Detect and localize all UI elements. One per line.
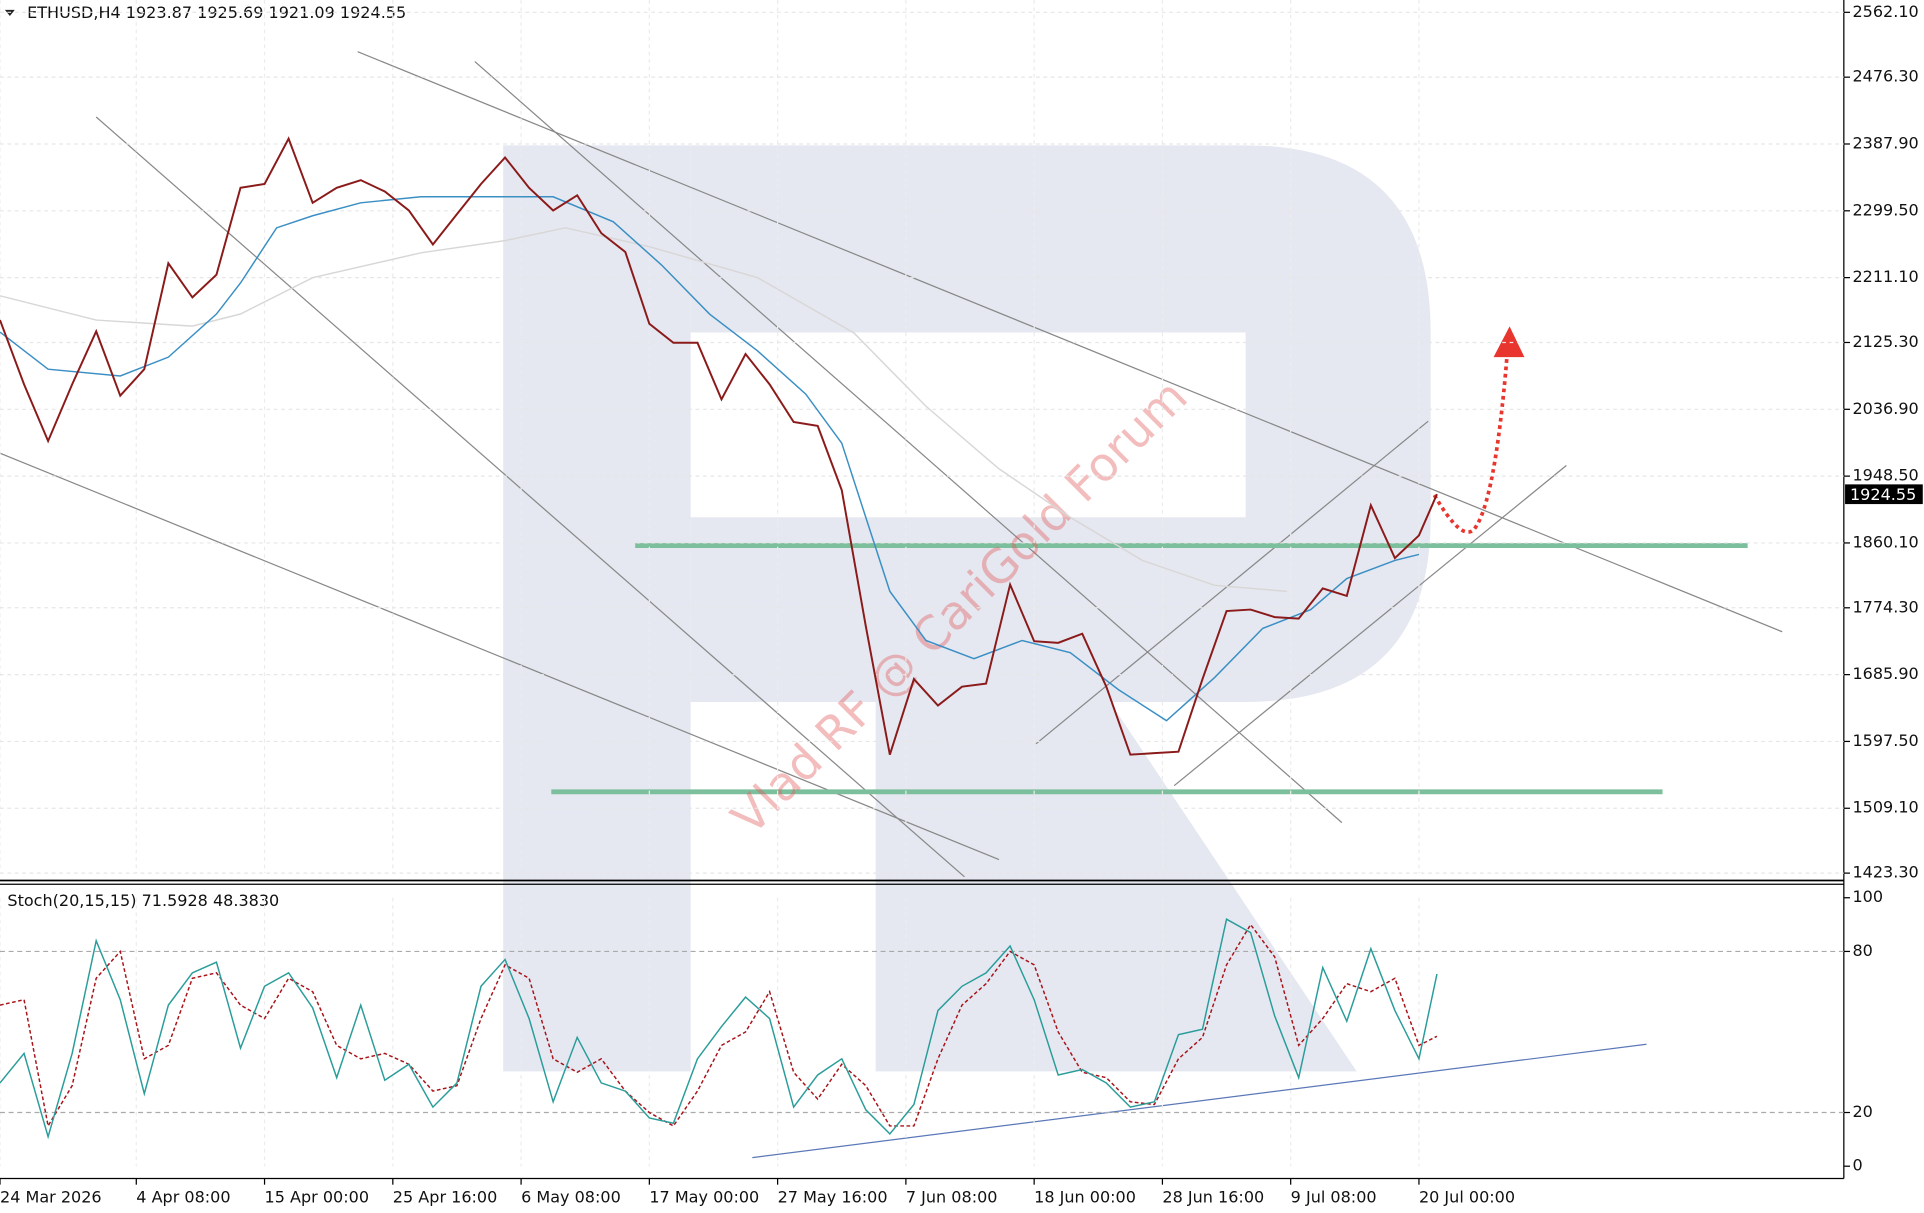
forecast-arrow — [1432, 326, 1525, 534]
x-tick-label: 15 Apr 00:00 — [265, 1188, 370, 1207]
y-tick-label: 1860.10 — [1852, 532, 1918, 551]
stochastic-line — [0, 918, 1438, 1140]
price-line — [0, 136, 1438, 756]
x-tick-label: 9 Jul 08:00 — [1291, 1188, 1377, 1207]
moving-average — [0, 227, 1287, 593]
y-tick-label: 1685.90 — [1852, 664, 1918, 683]
y-tick-label: 2562.10 — [1852, 2, 1918, 21]
logo — [503, 145, 1431, 1072]
y-tick-label: 0 — [1852, 1156, 1862, 1175]
x-tick-label: 20 Jul 00:00 — [1419, 1188, 1515, 1207]
y-tick-label: 1509.10 — [1852, 798, 1918, 817]
x-tick-label: 28 Jun 16:00 — [1162, 1188, 1264, 1207]
x-tick-label: 25 Apr 16:00 — [393, 1188, 498, 1207]
price-tag: 1924.55 — [1850, 485, 1916, 504]
y-tick-label: 20 — [1852, 1102, 1872, 1121]
support-levels — [551, 543, 1748, 795]
y-tick-label: 2211.10 — [1852, 267, 1918, 286]
stoch-trendline — [752, 1043, 1647, 1159]
y-tick-label: 2476.30 — [1852, 67, 1918, 86]
y-tick-label: 100 — [1852, 887, 1883, 906]
x-tick-label: 24 Mar 2026 — [0, 1188, 102, 1207]
y-tick-label: 2125.30 — [1852, 332, 1918, 351]
y-tick-label: 1423.30 — [1852, 863, 1918, 882]
moving-average — [0, 196, 1420, 722]
y-tick-label: 80 — [1852, 941, 1872, 960]
x-tick-label: 18 Jun 00:00 — [1034, 1188, 1136, 1207]
y-tick-label: 1948.50 — [1852, 466, 1918, 485]
x-tick-label: 4 Apr 08:00 — [136, 1188, 230, 1207]
x-tick-label: 7 Jun 08:00 — [906, 1188, 998, 1207]
y-tick-label: 2036.90 — [1852, 399, 1918, 418]
x-tick-label: 6 May 08:00 — [521, 1188, 621, 1207]
stochastic-line — [0, 923, 1438, 1128]
x-tick-label: 27 May 16:00 — [778, 1188, 888, 1207]
trendlines — [0, 51, 1783, 878]
y-tick-label: 2299.50 — [1852, 200, 1918, 219]
indicator-title: Stoch(20,15,15) 71.5928 48.3830 — [7, 891, 279, 910]
y-tick-label: 1597.50 — [1852, 731, 1918, 750]
y-tick-label: 1774.30 — [1852, 597, 1918, 616]
price-tag-bg — [1845, 484, 1923, 505]
y-tick-label: 2387.90 — [1852, 133, 1918, 152]
grid — [0, 0, 1420, 1167]
x-tick-label: 17 May 00:00 — [649, 1188, 759, 1207]
